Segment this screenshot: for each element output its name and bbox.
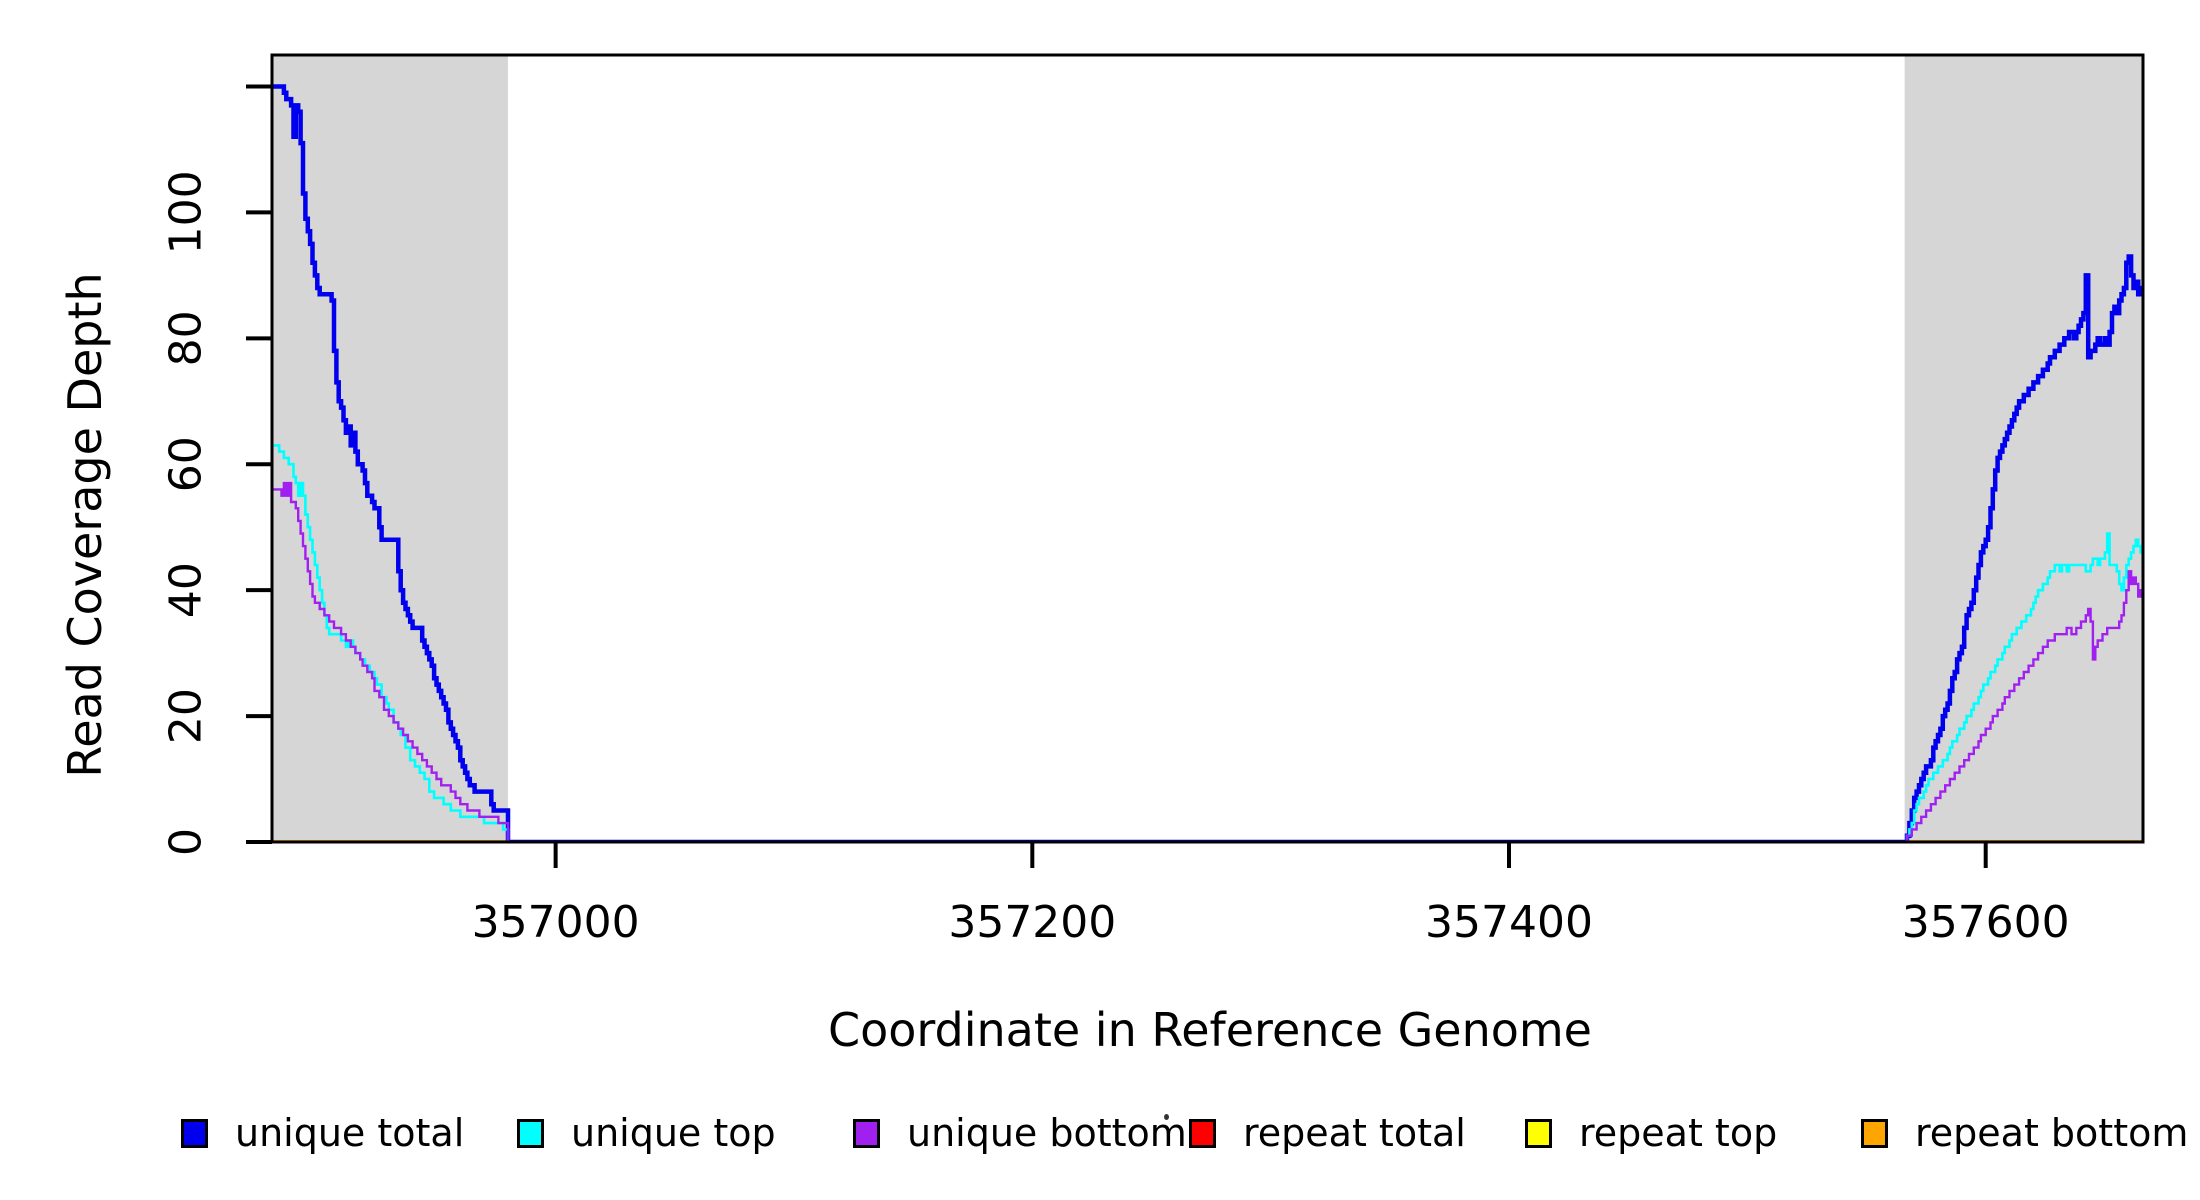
legend-label: unique bottom (907, 1111, 1187, 1155)
legend-item-repeat-total: repeat total (1189, 1111, 1466, 1155)
x-tick-label: 357600 (1902, 897, 2070, 948)
x-tick-label: 357200 (948, 897, 1116, 948)
legend-swatch-unique-total (181, 1118, 208, 1148)
legend-label: repeat top (1579, 1111, 1778, 1155)
legend-swatch-unique-bottom (853, 1118, 880, 1148)
legend-item-unique-total: unique total (181, 1111, 465, 1155)
legend-item-repeat-bottom: repeat bottom (1861, 1111, 2189, 1155)
legend-swatch-repeat-top (1525, 1118, 1552, 1148)
legend-label: unique top (571, 1111, 776, 1155)
right-unique-coverage-region (1904, 55, 2143, 842)
series-unique-bottom-line (272, 481, 2143, 842)
stray-mark (1164, 1114, 1169, 1120)
legend-label: repeat total (1243, 1111, 1466, 1155)
legend-label: unique total (235, 1111, 465, 1155)
x-tick-label: 357000 (472, 897, 640, 948)
y-axis-title: Read Coverage Depth (58, 272, 112, 778)
y-tick-label: 60 (161, 436, 212, 492)
series-unique-top-line (272, 444, 2143, 842)
y-tick-label: 0 (161, 828, 212, 856)
legend-label: repeat bottom (1915, 1111, 2189, 1155)
y-tick-label: 20 (161, 688, 212, 744)
y-tick-label: 80 (161, 310, 212, 366)
y-tick-label: 100 (161, 170, 212, 254)
legend-item-unique-bottom: unique bottom (853, 1111, 1187, 1155)
legend-item-repeat-top: repeat top (1525, 1111, 1778, 1155)
legend-swatch-repeat-bottom (1861, 1118, 1888, 1148)
x-tick-label: 357400 (1425, 897, 1593, 948)
x-axis-title: Coordinate in Reference Genome (828, 1003, 1592, 1057)
legend-item-unique-top: unique top (517, 1111, 776, 1155)
series-unique-total-line (272, 84, 2143, 842)
y-tick-label: 40 (161, 562, 212, 618)
plot-border (270, 53, 2145, 844)
left-unique-coverage-region (272, 55, 508, 842)
legend-swatch-repeat-total (1189, 1118, 1216, 1148)
legend-swatch-unique-top (517, 1118, 544, 1148)
